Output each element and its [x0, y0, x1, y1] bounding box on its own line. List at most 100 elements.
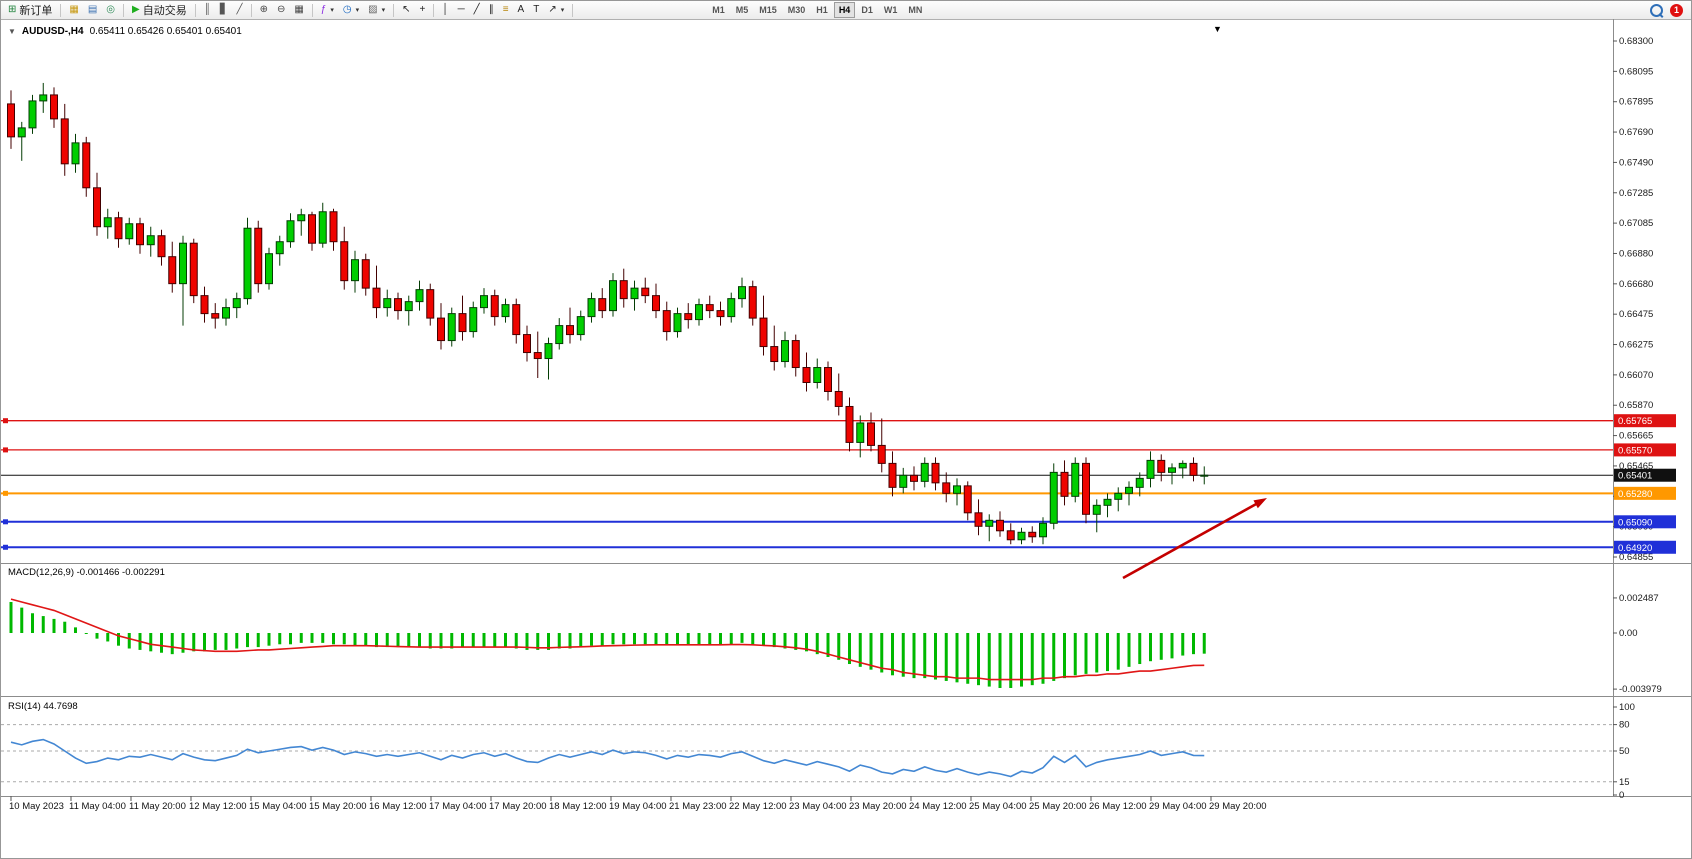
- candle: [340, 241, 349, 282]
- trendline-icon[interactable]: ╱: [470, 1, 484, 19]
- cursor-icon[interactable]: ↖: [398, 1, 414, 19]
- time-axis[interactable]: 10 May 2023 11 May 04:00 11 May 20:00 12 Ma…: [9, 796, 1267, 812]
- fibonacci-icon: ≡: [502, 4, 509, 15]
- macd-bar: [708, 633, 712, 645]
- crosshair-icon[interactable]: +: [415, 1, 429, 19]
- dropdown-caret-icon[interactable]: ▾: [560, 7, 565, 14]
- timeframe-button-m1[interactable]: M1: [712, 5, 725, 15]
- candle: [1146, 459, 1155, 479]
- price-badge-text: 0.65765: [1618, 416, 1652, 427]
- data-window-icon[interactable]: ▤: [84, 1, 101, 19]
- timeframe-button-w1[interactable]: W1: [883, 5, 898, 15]
- timeframe-button-d1[interactable]: D1: [861, 5, 873, 15]
- macd-bar: [504, 633, 507, 648]
- autotrading-button[interactable]: ▶ 自动交易: [128, 1, 191, 19]
- line-handle[interactable]: [3, 418, 8, 424]
- time-axis-label: 29 May 04:00: [1149, 801, 1207, 812]
- time-axis-label: 19 May 04:00: [609, 801, 667, 812]
- zoom-out-icon[interactable]: ⊖: [273, 1, 289, 19]
- candle: [28, 100, 37, 129]
- timeframe-button-m30[interactable]: M30: [787, 5, 806, 15]
- macd-bar: [729, 633, 733, 645]
- macd-bar: [858, 633, 862, 667]
- new-order-button[interactable]: ⊞ 新订单: [4, 1, 56, 19]
- macd-axis[interactable]: 0.002487 0.00 -0.003979: [1613, 593, 1662, 695]
- macd-bar: [1138, 633, 1142, 665]
- line-handle[interactable]: [3, 490, 8, 496]
- macd-bar: [1095, 633, 1099, 673]
- macd-bar: [149, 633, 153, 652]
- vertical-line-icon[interactable]: │: [438, 1, 452, 19]
- timeframe-button-mn[interactable]: MN: [908, 5, 923, 15]
- arrows-icon[interactable]: ↗ ▾: [544, 1, 568, 19]
- label-icon[interactable]: T: [529, 1, 543, 19]
- macd-bar: [977, 633, 980, 686]
- candle-chart-mode-icon[interactable]: ▋: [216, 1, 232, 19]
- market-watch-icon[interactable]: ▦: [65, 1, 82, 19]
- timeframe-button-h4[interactable]: H4: [833, 2, 856, 18]
- rsi-axis[interactable]: 100 80 50 15 0: [1613, 702, 1635, 801]
- notification-badge[interactable]: 1: [1670, 3, 1683, 17]
- line-chart-mode-icon[interactable]: ╱: [233, 1, 247, 19]
- line-handle[interactable]: [3, 519, 8, 525]
- macd-bar: [375, 633, 378, 648]
- text-icon[interactable]: A: [514, 1, 529, 19]
- line-handle[interactable]: [3, 544, 8, 550]
- timeframe-button-m15[interactable]: M15: [759, 5, 777, 15]
- candle: [254, 227, 263, 285]
- macd-bar: [536, 633, 540, 650]
- toolbar-left-group: ⊞ 新订单 ▦ ▤ ◎ ▶ 自动交易 ║ ▋ ╱ ⊕ ⊖ ▦ ƒ ▾ ◷ ▾ ▨ ▾ ↖ + │ ─ ╱ ∥ ≡ A T ↗ ▾: [4, 1, 576, 19]
- navigator-icon[interactable]: ◎: [102, 1, 119, 19]
- toolbar-separator: [60, 3, 62, 17]
- price-badge-text: 0.65090: [1618, 517, 1652, 528]
- price-axis-label: 0.67895: [1619, 97, 1653, 108]
- candle: [1168, 467, 1176, 473]
- search-icon[interactable]: [1650, 3, 1663, 17]
- zoom-in-icon[interactable]: ⊕: [256, 1, 272, 19]
- macd-bar: [1020, 633, 1023, 687]
- tile-windows-icon[interactable]: ▦: [290, 1, 307, 19]
- macd-bar: [1073, 633, 1077, 676]
- macd-bar: [117, 633, 120, 646]
- dropdown-caret-icon[interactable]: ▾: [355, 7, 360, 14]
- candle: [598, 298, 607, 312]
- periods-icon[interactable]: ◷ ▾: [339, 1, 363, 19]
- chart-canvas[interactable]: 0.68300 0.68095 0.67895 0.67690 0.67490 0.672…: [1, 19, 1692, 859]
- candle: [609, 280, 617, 312]
- trendline-icon: ╱: [473, 4, 480, 15]
- fibonacci-icon[interactable]: ≡: [499, 1, 513, 19]
- templates-icon[interactable]: ▨ ▾: [364, 1, 389, 19]
- macd-bar: [740, 633, 744, 643]
- equidistant-channel-icon[interactable]: ∥: [485, 1, 498, 19]
- trend-arrow[interactable]: [1122, 498, 1267, 580]
- macd-bar: [944, 633, 948, 681]
- price-axis-label: 0.65870: [1619, 400, 1653, 411]
- arrow-head: [1253, 498, 1267, 509]
- price-axis[interactable]: 0.68300 0.68095 0.67895 0.67690 0.67490 0.672…: [1613, 36, 1653, 563]
- macd-bar: [461, 633, 464, 648]
- candle: [1006, 530, 1015, 541]
- candle: [877, 444, 886, 464]
- candle: [1082, 462, 1090, 515]
- candle: [426, 289, 435, 319]
- panel-separators: [1, 19, 1691, 797]
- timeframe-button-m5[interactable]: M5: [735, 5, 749, 15]
- candle: [813, 367, 822, 384]
- macd-bar: [633, 633, 636, 645]
- bar-chart-mode-icon[interactable]: ║: [200, 1, 215, 19]
- macd-bar: [955, 633, 959, 683]
- candle: [533, 352, 542, 360]
- dropdown-caret-icon[interactable]: ▾: [381, 7, 386, 14]
- candle: [695, 304, 703, 321]
- macd-bar: [20, 607, 24, 633]
- macd-bar: [428, 633, 432, 649]
- macd-bar: [998, 633, 1002, 688]
- macd-bar: [31, 613, 34, 633]
- dropdown-caret-icon[interactable]: ▾: [330, 7, 334, 14]
- indicators-icon[interactable]: ƒ ▾: [317, 1, 338, 19]
- chart-area[interactable]: 0.68300 0.68095 0.67895 0.67690 0.67490 0.672…: [1, 19, 1692, 859]
- line-handle[interactable]: [3, 447, 8, 453]
- timeframe-button-h1[interactable]: H1: [816, 5, 828, 15]
- candle: [232, 298, 241, 309]
- horizontal-line-icon[interactable]: ─: [454, 1, 469, 19]
